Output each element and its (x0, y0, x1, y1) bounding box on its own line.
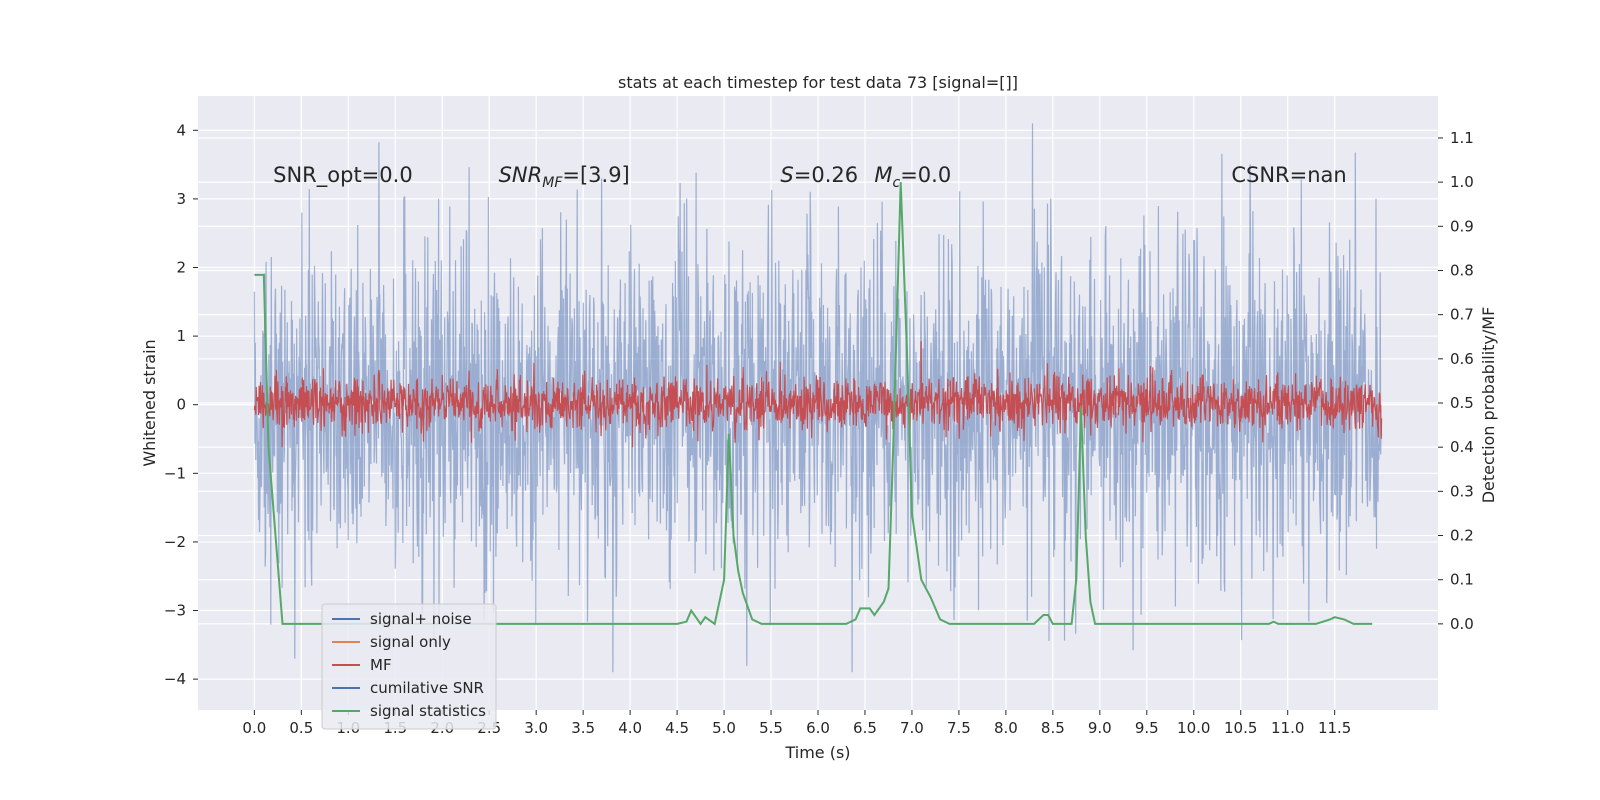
y-right-tick-label: 1.0 (1450, 173, 1474, 191)
y-tick-label: 4 (176, 121, 186, 139)
y-right-tick-label: 1.1 (1450, 129, 1474, 147)
x-tick-label: 4.5 (665, 719, 689, 737)
y-right-tick-label: 0.1 (1450, 571, 1474, 589)
x-tick-label: 7.0 (900, 719, 924, 737)
x-tick-label: 5.5 (759, 719, 783, 737)
x-tick-label: 8.0 (994, 719, 1018, 737)
x-tick-label: 11.5 (1318, 719, 1351, 737)
x-tick-label: 10.0 (1177, 719, 1210, 737)
y-tick-label: 3 (176, 190, 186, 208)
x-tick-label: 11.0 (1271, 719, 1304, 737)
annotation-layer: SNR_opt=0.0 SNRMF=[3.9] S=0.26 Mc=0.0 CSNR=n… (273, 163, 1347, 191)
y-right-tick-label: 0.0 (1450, 615, 1474, 633)
x-tick-label: 9.0 (1088, 719, 1112, 737)
series-signal-noise (253, 123, 1383, 673)
x-tick-label: 4.0 (618, 719, 642, 737)
y-tick-label: −3 (164, 602, 186, 620)
y-right-tick-label: 0.9 (1450, 217, 1474, 235)
annotation: CSNR=nan (1231, 163, 1346, 187)
y-right-tick-label: 0.6 (1450, 350, 1474, 368)
y-tick-label: 1 (176, 327, 186, 345)
y-right-tick-label: 0.4 (1450, 438, 1474, 456)
y-right-axis-label: Detection probability/MF (1479, 307, 1498, 504)
x-tick-label: 5.0 (712, 719, 736, 737)
y-tick-label: 0 (176, 396, 186, 414)
x-tick-label: 0.5 (289, 719, 313, 737)
x-tick-label: 0.0 (242, 719, 266, 737)
x-tick-label: 10.5 (1224, 719, 1257, 737)
series-signal-statistics (254, 182, 1373, 626)
annotation: SNRMF=[3.9] (499, 163, 630, 191)
y-axis-label: Whitened strain (140, 339, 159, 466)
legend-label: signal statistics (370, 702, 486, 720)
chart-title: stats at each timestep for test data 73 … (618, 73, 1018, 92)
y-right-tick-label: 0.7 (1450, 306, 1474, 324)
y-tick-label: −4 (164, 670, 186, 688)
legend-label: MF (370, 656, 392, 674)
x-tick-label: 6.0 (806, 719, 830, 737)
x-tick-label: 8.5 (1041, 719, 1065, 737)
legend-label: cumilative SNR (370, 679, 484, 697)
annotation: Mc=0.0 (874, 163, 951, 191)
y-tick-label: 2 (176, 259, 186, 277)
legend-label: signal only (370, 633, 451, 651)
y-right-tick-label: 0.8 (1450, 261, 1474, 279)
x-tick-label: 3.5 (571, 719, 595, 737)
y-right-tick-label: 0.2 (1450, 527, 1474, 545)
y-tick-label: −2 (164, 533, 186, 551)
y-tick-label: −1 (164, 464, 186, 482)
x-axis-label: Time (s) (784, 743, 850, 762)
x-tick-label: 3.0 (524, 719, 548, 737)
legend-box (321, 603, 497, 730)
x-tick-label: 6.5 (853, 719, 877, 737)
x-tick-label: 7.5 (947, 719, 971, 737)
series-mf (253, 341, 1383, 448)
series-layer (253, 123, 1383, 673)
legend-label: signal+ noise (370, 610, 472, 628)
annotation: SNR_opt=0.0 (273, 163, 413, 188)
x-tick-label: 9.5 (1135, 719, 1159, 737)
annotation: S=0.26 (780, 163, 858, 187)
y-right-tick-label: 0.3 (1450, 482, 1474, 500)
legend: signal+ noise signal only MF cumilative SNR… (321, 603, 497, 730)
y-right-tick-label: 0.5 (1450, 394, 1474, 412)
